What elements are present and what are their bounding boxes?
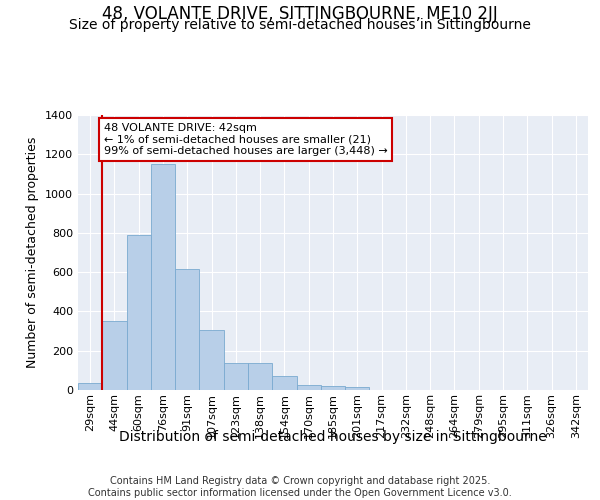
Bar <box>248 362 272 390</box>
Bar <box>127 235 151 390</box>
Text: 48 VOLANTE DRIVE: 42sqm
← 1% of semi-detached houses are smaller (21)
99% of sem: 48 VOLANTE DRIVE: 42sqm ← 1% of semi-det… <box>104 123 387 156</box>
Text: Contains HM Land Registry data © Crown copyright and database right 2025.
Contai: Contains HM Land Registry data © Crown c… <box>88 476 512 498</box>
Bar <box>102 322 127 390</box>
Text: Size of property relative to semi-detached houses in Sittingbourne: Size of property relative to semi-detach… <box>69 18 531 32</box>
Bar <box>199 330 224 390</box>
Bar <box>78 383 102 390</box>
Bar <box>345 387 370 390</box>
Bar <box>224 362 248 390</box>
Text: 48, VOLANTE DRIVE, SITTINGBOURNE, ME10 2JJ: 48, VOLANTE DRIVE, SITTINGBOURNE, ME10 2… <box>102 5 498 23</box>
Bar <box>272 376 296 390</box>
Bar <box>175 269 199 390</box>
Text: Distribution of semi-detached houses by size in Sittingbourne: Distribution of semi-detached houses by … <box>119 430 547 444</box>
Y-axis label: Number of semi-detached properties: Number of semi-detached properties <box>26 137 40 368</box>
Bar <box>296 385 321 390</box>
Bar <box>151 164 175 390</box>
Bar <box>321 386 345 390</box>
